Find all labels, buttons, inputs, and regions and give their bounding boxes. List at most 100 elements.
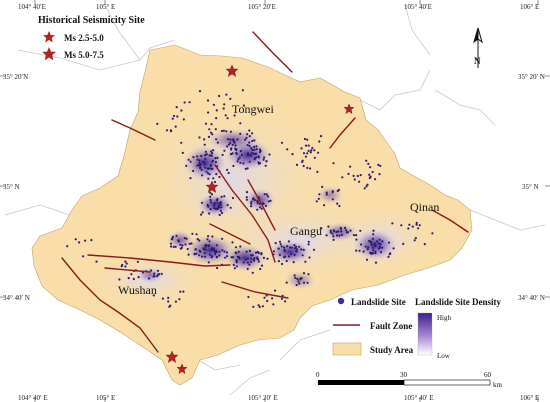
landslide-point — [307, 273, 310, 276]
landslide-point — [203, 138, 206, 141]
landslide-point — [209, 195, 212, 198]
landslide-point — [400, 224, 403, 227]
landslide-point — [183, 101, 186, 104]
landslide-point — [274, 289, 277, 292]
density-color-ramp — [417, 312, 433, 356]
landslide-point — [199, 166, 202, 170]
landslide-point — [408, 223, 411, 226]
landslide-point — [219, 201, 222, 204]
landslide-point — [78, 241, 81, 244]
landslide-point — [187, 158, 190, 161]
landslide-point — [180, 141, 183, 144]
landslide-point — [284, 300, 287, 303]
landslide-point — [297, 280, 300, 283]
landslide-point — [298, 282, 301, 285]
landslide-point — [216, 201, 219, 204]
landslide-point — [216, 266, 219, 270]
landslide-point — [229, 148, 233, 151]
landslide-point — [218, 254, 221, 257]
landslide-point — [331, 198, 334, 201]
landslide-point — [307, 240, 310, 243]
landslide-point — [198, 161, 201, 164]
landslide-point — [205, 244, 208, 247]
landslide-point — [352, 234, 356, 237]
landslide-point — [365, 185, 368, 188]
landslide-point — [137, 276, 140, 279]
fault-line — [329, 117, 356, 149]
top-tick-label: 106° E — [520, 3, 539, 11]
density-legend-title: Landslide Site Density — [415, 297, 502, 307]
landslide-point — [220, 206, 223, 209]
fault-line — [247, 179, 276, 231]
landslide-point — [256, 257, 259, 260]
landslide-point — [279, 243, 282, 246]
landslide-point — [337, 230, 340, 233]
landslide-point — [260, 207, 263, 210]
landslide-point — [181, 151, 184, 154]
landslide-point — [193, 253, 196, 256]
landslide-point — [366, 248, 369, 251]
landslide-point — [290, 253, 293, 256]
landslide-point — [208, 173, 211, 176]
landslide-point — [254, 251, 258, 254]
landslide-point — [255, 156, 258, 159]
landslide-point — [215, 109, 218, 112]
landslide-point — [226, 204, 229, 207]
landslide-point — [249, 154, 252, 157]
landslide-point — [295, 245, 298, 248]
landslide-point — [239, 132, 242, 135]
landslide-point — [238, 257, 241, 260]
landslide-point — [152, 294, 155, 297]
landslide-point — [304, 260, 307, 263]
landslide-point — [156, 122, 159, 125]
right-tick-label: 35° N — [522, 183, 539, 191]
place-label-wushan: Wushan — [118, 283, 157, 297]
landslide-point — [168, 305, 171, 308]
landslide-point — [369, 175, 372, 178]
landslide-point — [368, 239, 371, 243]
landslide-point — [369, 166, 372, 169]
landslide-point — [223, 195, 226, 198]
landslide-point — [124, 265, 127, 268]
landslide-point — [371, 237, 374, 240]
landslide-point — [336, 202, 339, 205]
landslide-site-legend-icon — [337, 297, 345, 305]
landslide-point — [294, 276, 297, 279]
landslide-point — [258, 162, 262, 165]
landslide-point — [218, 213, 221, 217]
landslide-point — [215, 117, 218, 120]
landslide-point — [185, 164, 188, 167]
landslide-point — [216, 156, 219, 159]
landslide-point — [258, 305, 261, 309]
landslide-point — [245, 198, 248, 201]
landslide-point — [186, 247, 189, 251]
landslide-point — [124, 260, 127, 263]
landslide-point — [248, 135, 251, 138]
landslide-point — [153, 272, 156, 275]
landslide-point — [317, 151, 320, 154]
landslide-point — [340, 230, 343, 233]
landslide-point — [312, 248, 316, 251]
landslide-point — [303, 137, 306, 141]
landslide-point — [263, 296, 266, 299]
landslide-point — [226, 145, 229, 148]
landslide-point — [286, 148, 289, 151]
landslide-point — [211, 133, 214, 136]
landslide-point — [256, 199, 259, 203]
landslide-point — [183, 237, 186, 240]
landslide-point — [281, 262, 284, 266]
star-icon — [42, 47, 56, 61]
landslide-point — [207, 261, 210, 264]
landslide-point — [179, 290, 182, 293]
landslide-point — [239, 122, 242, 125]
landslide-point — [90, 239, 93, 242]
landslide-point — [287, 255, 291, 258]
landslide-point — [266, 195, 270, 198]
landslide-point — [210, 247, 213, 250]
landslide-point — [198, 90, 202, 93]
landslide-point — [219, 209, 222, 212]
landslide-point — [218, 250, 221, 253]
landslide-point — [285, 259, 288, 263]
left-tick-label: 35° N — [3, 183, 20, 191]
